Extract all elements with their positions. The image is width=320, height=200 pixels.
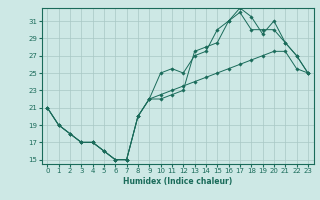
- X-axis label: Humidex (Indice chaleur): Humidex (Indice chaleur): [123, 177, 232, 186]
